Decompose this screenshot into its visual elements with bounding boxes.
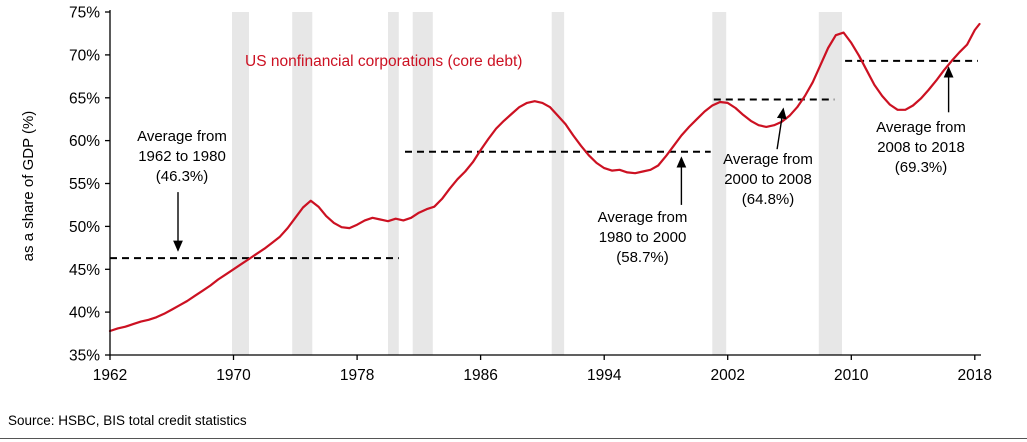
y-axis-title: as a share of GDP (%)	[20, 110, 37, 262]
y-tick-label: 55%	[69, 176, 100, 193]
source-note: Source: HSBC, BIS total credit statistic…	[8, 413, 247, 428]
recession-band	[292, 12, 313, 355]
recession-band	[412, 12, 433, 355]
recession-band	[712, 12, 727, 355]
annotation-avg-2008-2018: Average from 2008 to 2018 (69.3%)	[876, 119, 966, 176]
y-tick-label: 50%	[69, 219, 100, 236]
recession-band	[551, 12, 565, 355]
y-tick-label: 75%	[69, 5, 100, 22]
y-tick-label: 35%	[69, 348, 100, 365]
recession-band	[232, 12, 249, 355]
x-tick-label: 1994	[587, 367, 622, 384]
debt-series-line	[108, 22, 981, 333]
annotation-avg-2000-2008: Average from 2000 to 2008 (64.8%)	[723, 151, 813, 208]
annotation-arrow	[776, 107, 787, 150]
y-tick-label: 40%	[69, 305, 100, 322]
x-tick-label: 2010	[834, 367, 869, 384]
series-label: US nonfinancial corporations (core debt)	[245, 53, 523, 70]
debt-line-chart: 35% 40% 45% 50% 55% 60% 65% 70% 75% 1962 1970 1978 1…	[69, 5, 992, 385]
y-tick-label: 60%	[69, 133, 100, 150]
y-tick-label: 65%	[69, 90, 100, 107]
y-tick-label: 45%	[69, 262, 100, 279]
bottom-divider	[0, 438, 1027, 439]
annotation-avg-1962-1980: Average from 1962 to 1980 (46.3%)	[137, 128, 227, 185]
x-tick-label: 1962	[93, 367, 127, 384]
x-tick-label: 1970	[216, 367, 251, 384]
x-tick-label: 2018	[958, 367, 992, 384]
y-tick-label: 70%	[69, 47, 100, 64]
annotation-avg-1980-2000: Average from 1980 to 2000 (58.7%)	[597, 209, 688, 266]
x-tick-label: 1978	[340, 367, 374, 384]
x-tick-label: 1986	[463, 367, 497, 384]
recession-band	[818, 12, 842, 355]
recession-band	[388, 12, 399, 355]
x-tick-label: 2002	[710, 367, 744, 384]
